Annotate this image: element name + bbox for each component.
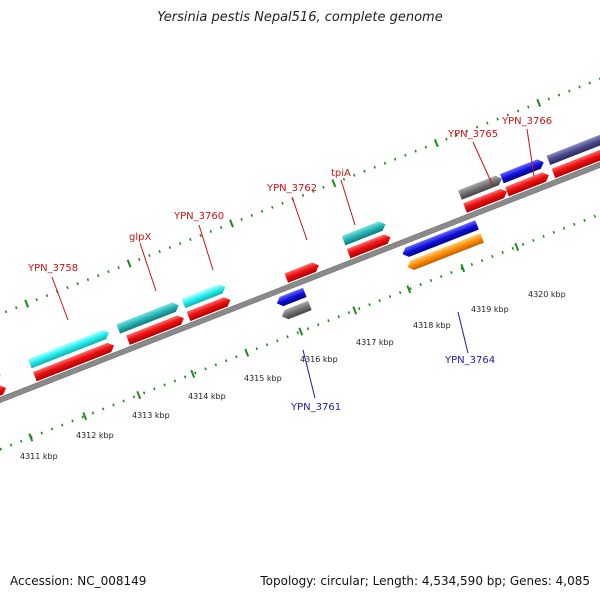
forward-label-leaders <box>51 128 535 321</box>
leader-line <box>457 311 469 354</box>
forward-gene-row <box>0 146 600 411</box>
gene-arrow-blue <box>402 220 479 257</box>
reverse-major-tick <box>136 390 142 400</box>
reverse-tick-row <box>0 178 600 459</box>
reverse-major-tick <box>28 433 34 442</box>
leader-line <box>340 179 356 226</box>
scale-label: 4311 kbp <box>20 452 58 461</box>
gene-feature-slate <box>546 133 600 166</box>
gene-label: YPN_3762 <box>266 183 317 194</box>
gene-arrow-red <box>463 188 507 213</box>
forward-major-tick <box>331 179 337 188</box>
gene-label: glpX <box>129 232 151 243</box>
gene-arrow-red <box>126 315 184 345</box>
accession-label: Accession: NC_008149 <box>10 574 147 588</box>
scale-labels: 4311 kbp 4312 kbp 4313 kbp 4314 kbp 4315… <box>20 290 566 461</box>
gene-feature-cyan <box>27 329 109 369</box>
gene-feature-teal <box>341 221 386 246</box>
scale-label: 4312 kbp <box>76 431 114 440</box>
reverse-major-tick <box>244 348 250 357</box>
forward-major-tick <box>229 219 234 228</box>
reverse-major-tick <box>406 285 412 294</box>
gene-feature-gray <box>281 300 312 320</box>
leader-line <box>472 141 494 187</box>
gene-arrow-red <box>346 234 391 259</box>
scale-label: 4314 kbp <box>188 392 226 401</box>
leader-line <box>302 349 316 399</box>
gene-arrow-red <box>284 262 319 283</box>
gene-label: YPN_3766 <box>501 116 552 127</box>
gene-arrow-blue <box>276 287 307 307</box>
gene-arrow-red <box>33 342 115 382</box>
reverse-major-tick <box>190 369 196 378</box>
forward-major-tick <box>433 138 439 148</box>
map-title: Yersinia pestis Nepal516, complete genom… <box>157 10 443 25</box>
genome-summary: Topology: circular; Length: 4,534,590 bp… <box>260 574 590 588</box>
reverse-label-leaders <box>302 311 469 399</box>
forward-major-tick <box>126 259 132 268</box>
reverse-major-tick <box>298 327 304 336</box>
reverse-major-tick <box>460 263 466 273</box>
leader-line <box>198 224 214 271</box>
scale-label: 4316 kbp <box>300 355 338 364</box>
gene-arrow-red <box>186 297 231 322</box>
reverse-gene-row <box>276 220 484 320</box>
leader-line <box>139 242 157 292</box>
genome-backbone <box>0 134 600 418</box>
leader-line <box>291 196 308 241</box>
gene-arrow-red <box>505 172 549 197</box>
gene-label: YPN_3761 <box>290 402 341 413</box>
reverse-major-tick <box>514 242 520 251</box>
leader-line <box>51 276 69 321</box>
gene-label: tpiA <box>331 168 351 179</box>
scale-label: 4320 kbp <box>528 290 566 299</box>
gene-feature-orange <box>407 233 484 270</box>
forward-gene-labels: YPN_3758 glpX YPN_3760 YPN_3762 tpiA YPN… <box>27 116 552 274</box>
leader-line <box>526 128 535 177</box>
scale-label: 4317 kbp <box>356 338 394 347</box>
forward-major-tick <box>24 299 30 308</box>
reverse-major-tick <box>352 306 358 315</box>
scale-label: 4313 kbp <box>132 411 170 420</box>
forward-tick-row <box>0 61 600 342</box>
scale-label: 4315 kbp <box>244 374 282 383</box>
reverse-major-tick <box>82 412 88 421</box>
scale-label: 4318 kbp <box>413 321 451 330</box>
gene-label: YPN_3765 <box>447 129 498 140</box>
gene-label: YPN_3760 <box>173 211 224 222</box>
gene-feature-cyan <box>181 284 226 309</box>
scale-label: 4319 kbp <box>471 305 509 314</box>
gene-label: YPN_3758 <box>27 263 78 274</box>
forward-major-tick <box>536 98 542 108</box>
gene-feature-teal <box>116 302 179 334</box>
gene-label: YPN_3764 <box>444 355 495 366</box>
reverse-gene-labels: YPN_3761 YPN_3764 <box>290 355 495 413</box>
